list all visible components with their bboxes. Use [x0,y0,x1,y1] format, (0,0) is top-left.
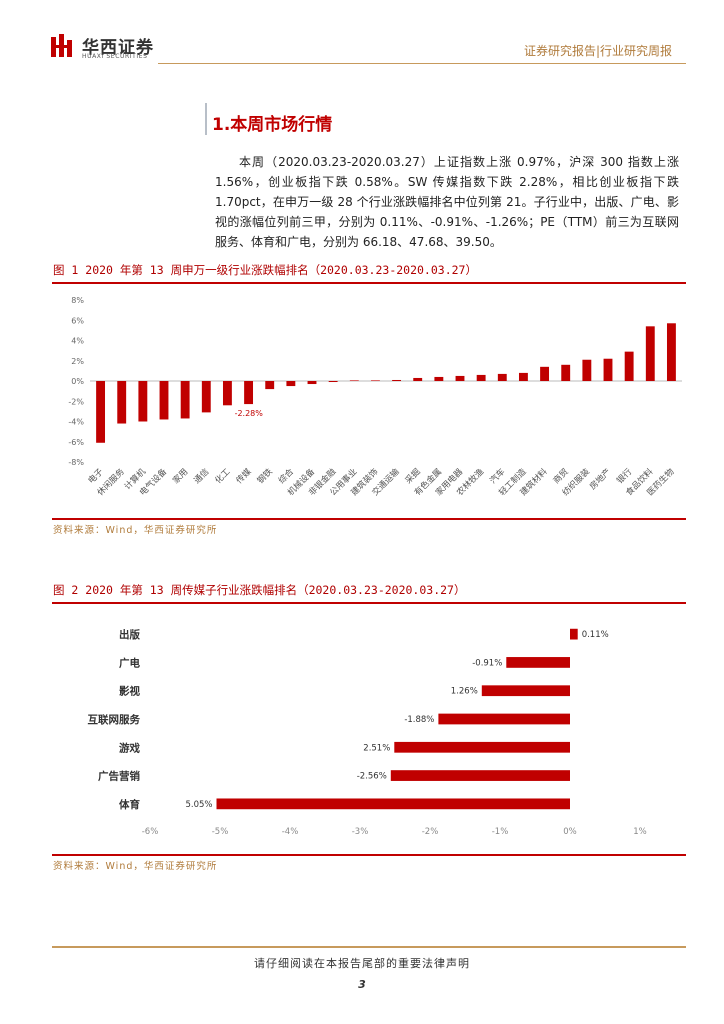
market-summary-text: 本周（2020.03.23-2020.03.27）上证指数上涨 0.97%，沪深… [215,155,679,249]
x-tick-label: -6% [142,827,159,837]
x-tick-label: 通信 [192,466,212,486]
figure1-top-rule [52,282,686,284]
bar [438,713,570,725]
figure2-top-rule [52,602,686,604]
y-tick-label: 2% [71,357,84,366]
data-label: 5.05% [185,800,212,810]
y-tick-label: -2% [68,397,84,406]
market-summary: 本周（2020.03.23-2020.03.27）上证指数上涨 0.97%，沪深… [215,152,679,252]
figure1-bottom-rule [52,518,686,520]
data-label: 0.11% [582,630,609,640]
data-label: -0.91% [472,658,502,668]
x-tick-label: 房地产 [587,466,613,492]
x-tick-label: -3% [352,827,369,837]
bar [216,798,570,810]
x-tick-label: -2% [422,827,439,837]
bar [434,376,444,381]
bar [307,381,317,385]
bar [561,364,571,381]
bar [392,379,402,381]
data-label: -1.88% [404,715,434,725]
bar [390,770,570,781]
figure1-caption: 图 1 2020 年第 13 周申万一级行业涨跌幅排名（2020.03.23-2… [53,263,477,277]
bar [286,381,296,387]
bar [476,374,486,381]
y-tick-label: 6% [71,316,84,325]
data-label: -2.56% [357,772,387,782]
category-label: 游戏 [119,741,140,754]
bar [180,381,190,419]
bar [582,359,592,381]
report-type: 证券研究报告|行业研究周报 [523,44,672,58]
x-tick-label: 传媒 [234,466,254,486]
bar [497,373,507,381]
footer-divider [52,946,686,948]
bar [481,685,570,697]
y-tick-label: 4% [71,337,84,346]
page-number: 3 [358,978,366,991]
x-tick-label: 化工 [213,466,233,486]
bar [328,381,338,383]
y-tick-label: -8% [68,458,84,467]
y-tick-label: 0% [71,377,84,386]
category-label: 影视 [119,685,140,698]
bar [540,366,550,381]
bar [518,372,528,381]
bar [603,358,613,381]
bar [666,323,676,381]
figure2-caption: 图 2 2020 年第 13 周传媒子行业涨跌幅排名（2020.03.23-20… [53,583,466,597]
bar [138,381,148,422]
category-label: 互联网服务 [88,713,141,726]
bar [624,351,634,381]
x-tick-label: 1% [633,827,647,837]
bar [413,377,423,381]
figure1-source: 资料来源：Wind，华西证券研究所 [53,525,218,536]
figure2-source: 资料来源：Wind，华西证券研究所 [53,861,218,872]
bar [506,657,570,668]
bar [244,381,254,405]
data-label: 1.26% [451,687,478,697]
x-tick-label: 家用 [170,466,190,486]
section-marker [205,103,207,135]
media-subindustry-chart: 出版 0.11% 广电 -0.91% 影视 1.26% 互联网服务 -1.88% 游戏 2.51%… [88,628,647,837]
bar [96,381,106,443]
bar [349,380,359,381]
bar [455,375,465,381]
bar [117,381,127,424]
y-tick-label: 8% [71,296,84,305]
section-title: 1.本周市场行情 [212,115,333,135]
y-tick-label: -4% [68,418,84,427]
figure2-bottom-rule [52,854,686,856]
x-tick-label: -4% [282,827,299,837]
y-tick-label: -6% [68,438,84,447]
bar [394,741,570,753]
data-label: 2.51% [363,743,390,753]
x-tick-label: -5% [212,827,229,837]
category-label: 广电 [119,656,140,669]
industry-ranking-chart: 8%6%4%2%0%-2%-4%-6%-8%电子休闲服务计算机电气设备 家用 通信化… [68,296,682,498]
x-tick-label: -1% [492,827,509,837]
bar [201,381,211,413]
header-divider [158,63,686,64]
bar [645,326,655,381]
category-label: 体育 [119,798,140,811]
x-tick-label: 0% [563,827,577,837]
bar [159,381,169,420]
bar [570,628,578,640]
category-label: 广告营销 [98,770,140,783]
data-label: -2.28% [235,409,264,418]
brand-logo-icon [51,34,72,57]
bar [265,381,275,390]
brand-name-en: HUAXI SECURITIES [82,53,148,60]
legal-disclaimer: 请仔细阅读在本报告尾部的重要法律声明 [254,957,470,970]
category-label: 出版 [119,628,140,641]
x-tick-label: 钢铁 [255,466,275,486]
bar [370,380,380,381]
brand-name: 华西证券 [82,38,154,58]
bar [222,381,232,406]
